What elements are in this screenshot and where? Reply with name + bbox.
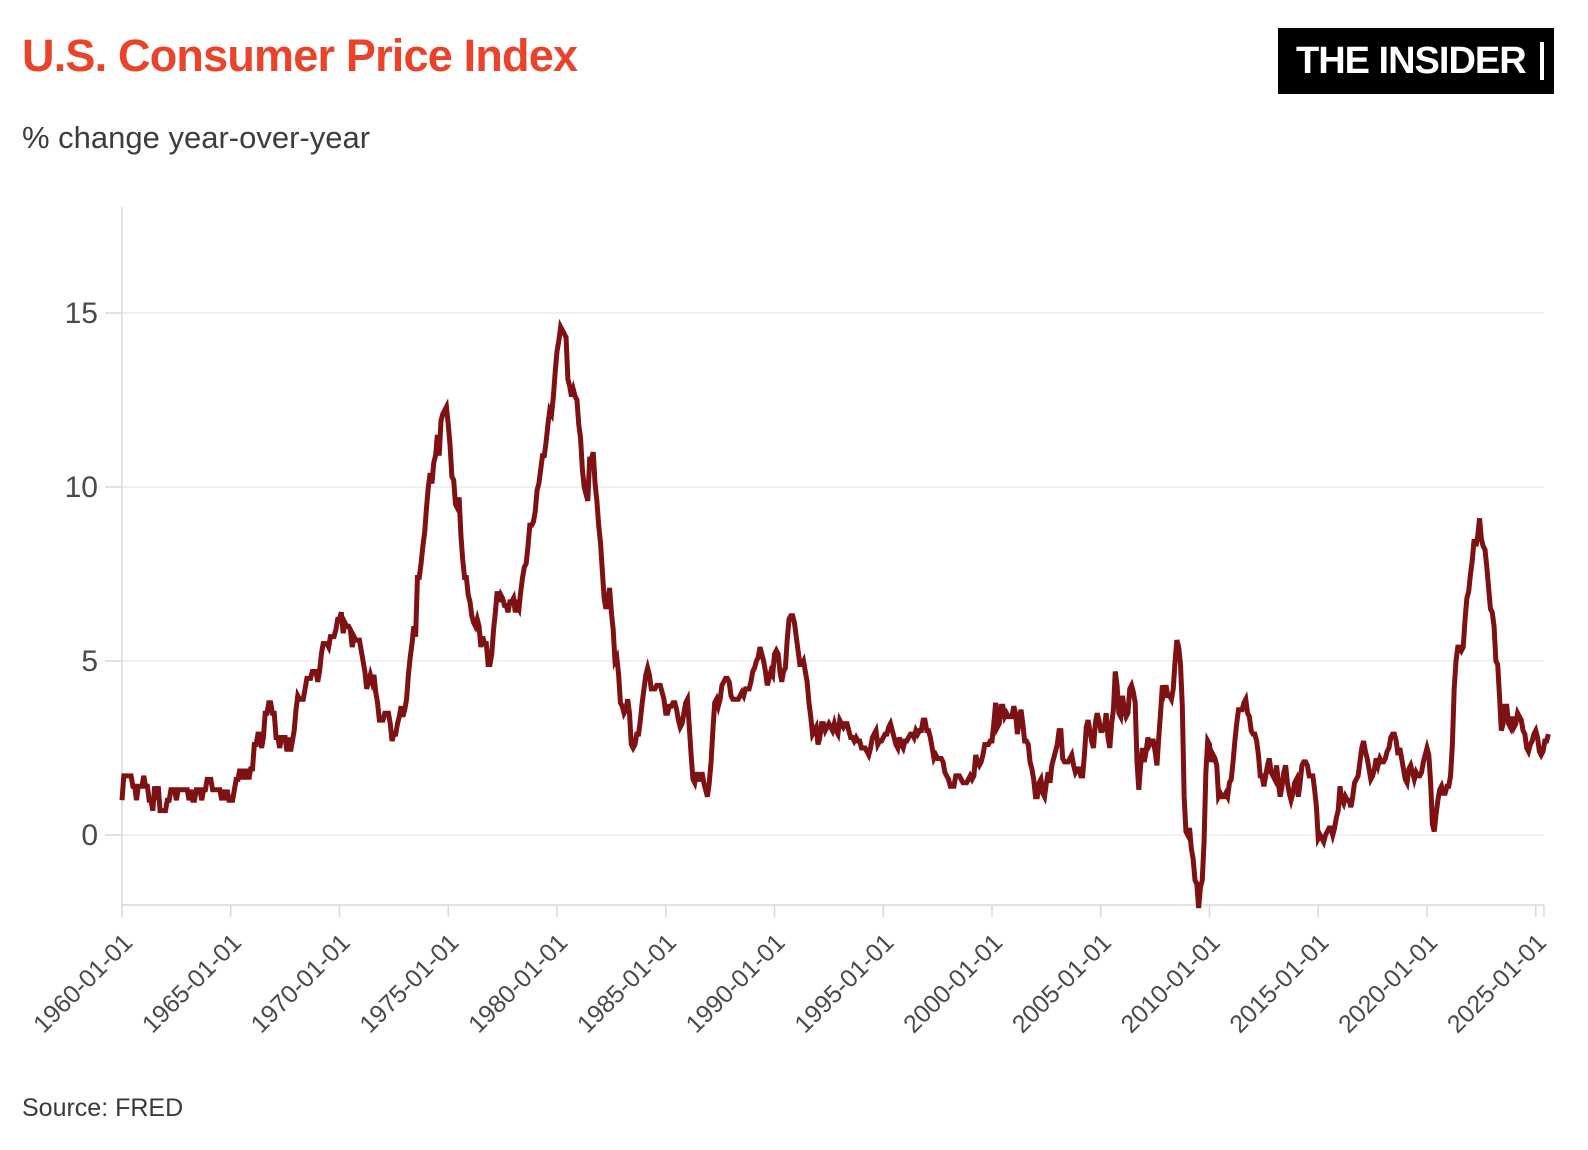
x-tick-label: 1965-01-01 (137, 928, 247, 1038)
x-tick-label: 2000-01-01 (898, 928, 1008, 1038)
logo-cursor-bar (1539, 42, 1544, 80)
chart-subtitle: % change year-over-year (22, 120, 371, 155)
y-tick-label: 10 (65, 471, 98, 504)
x-tick-label: 1970-01-01 (246, 928, 356, 1038)
x-tick-label: 2020-01-01 (1333, 928, 1443, 1038)
y-tick-label: 5 (81, 645, 98, 678)
x-tick-label: 1975-01-01 (354, 928, 464, 1038)
x-tick-label: 1995-01-01 (789, 928, 899, 1038)
x-tick-label: 1985-01-01 (572, 928, 682, 1038)
source-note: Source: FRED (22, 1094, 184, 1122)
x-tick-label: 1980-01-01 (463, 928, 573, 1038)
x-tick-label: 2005-01-01 (1007, 928, 1117, 1038)
x-tick-label: 1990-01-01 (681, 928, 791, 1038)
x-tick-label: 1960-01-01 (28, 928, 138, 1038)
page-title: U.S. Consumer Price Index (22, 30, 578, 81)
y-tick-label: 15 (65, 297, 98, 330)
cpi-series-line (119, 318, 1551, 909)
x-tick-label: 2015-01-01 (1224, 928, 1334, 1038)
y-tick-label: 0 (81, 819, 98, 852)
logo-text: THE INSIDER (1296, 39, 1527, 82)
x-tick-label: 2025-01-01 (1442, 928, 1552, 1038)
x-tick-label: 2010-01-01 (1116, 928, 1226, 1038)
the-insider-logo: THE INSIDER (1278, 28, 1554, 94)
